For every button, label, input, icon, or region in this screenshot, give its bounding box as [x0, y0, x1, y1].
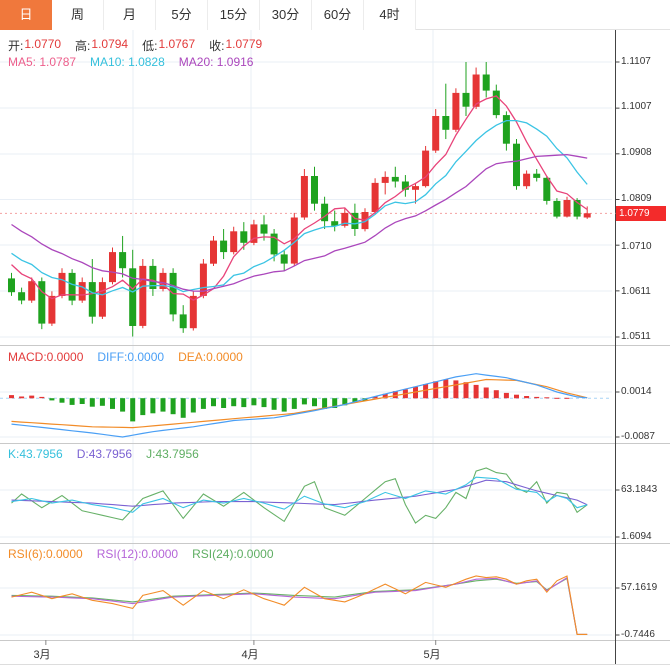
macd-axis-tick: 0.0014	[621, 386, 652, 397]
high-label: 高:	[75, 39, 91, 53]
last-price-tag: 1.0779	[616, 206, 666, 221]
tab-daily[interactable]: 日	[0, 0, 52, 30]
y-axis-tick: 1.0809	[621, 193, 652, 204]
tab-60min[interactable]: 60分	[312, 0, 364, 30]
close-label: 收:	[209, 39, 225, 53]
ma10-value: MA10: 1.0828	[90, 55, 165, 69]
ohlc-row: 开: 1.0770 高: 1.0794 低: 1.0767 收: 1.0779	[8, 37, 262, 54]
tab-weekly[interactable]: 周	[52, 0, 104, 30]
kdj-axis-tick: 1.6094	[621, 531, 652, 542]
rsi12-value: RSI(12):0.0000	[96, 547, 179, 561]
kdj-axis-tick: 63.1843	[621, 484, 658, 495]
rsi-axis-tick: -0.7446	[621, 629, 655, 640]
timeframe-tab-bar: 日 周 月 5分 15分 30分 60分 4时	[0, 0, 670, 30]
d-value: D:43.7956	[76, 447, 133, 461]
y-axis-tick: 1.1107	[621, 56, 651, 67]
rsi6-value: RSI(6):0.0000	[8, 547, 83, 561]
y-axis-tick: 1.0908	[621, 147, 652, 158]
rsi-axis-tick: 57.1619	[621, 582, 658, 593]
close-value: 1.0779	[225, 37, 263, 51]
x-axis-month: 4月	[241, 649, 259, 661]
high-value: 1.0794	[91, 37, 129, 51]
tab-5min[interactable]: 5分	[156, 0, 208, 30]
dea-value: DEA:0.0000	[178, 350, 243, 364]
open-label: 开:	[8, 39, 24, 53]
y-axis-tick: 1.1007	[621, 101, 652, 112]
rsi24-value: RSI(24):0.0000	[192, 547, 274, 561]
ma5-value: MA5: 1.0787	[8, 55, 77, 69]
y-axis-tick: 1.0511	[621, 331, 651, 342]
x-axis-month: 3月	[33, 649, 51, 661]
macd-value: MACD:0.0000	[8, 350, 84, 364]
tab-4hour[interactable]: 4时	[364, 0, 416, 30]
tab-30min[interactable]: 30分	[260, 0, 312, 30]
open-value: 1.0770	[24, 37, 62, 51]
low-value: 1.0767	[158, 37, 196, 51]
ma-row: MA5: 1.0787 MA10: 1.0828 MA20: 1.0916	[8, 55, 253, 69]
k-value: K:43.7956	[8, 447, 63, 461]
tab-monthly[interactable]: 月	[104, 0, 156, 30]
y-axis-tick: 1.0611	[621, 286, 651, 297]
j-value: J:43.7956	[146, 447, 199, 461]
low-label: 低:	[142, 39, 158, 53]
rsi-label-row: RSI(6):0.0000 RSI(12):0.0000 RSI(24):0.0…	[8, 547, 274, 561]
diff-value: DIFF:0.0000	[97, 350, 165, 364]
macd-axis-tick: -0.0087	[621, 431, 655, 442]
kdj-label-row: K:43.7956 D:43.7956 J:43.7956	[8, 447, 199, 461]
ma20-value: MA20: 1.0916	[178, 55, 254, 69]
y-axis-tick: 1.0710	[621, 241, 652, 252]
x-axis-month: 5月	[423, 649, 441, 661]
macd-label-row: MACD:0.0000 DIFF:0.0000 DEA:0.0000	[8, 350, 243, 364]
tab-15min[interactable]: 15分	[208, 0, 260, 30]
